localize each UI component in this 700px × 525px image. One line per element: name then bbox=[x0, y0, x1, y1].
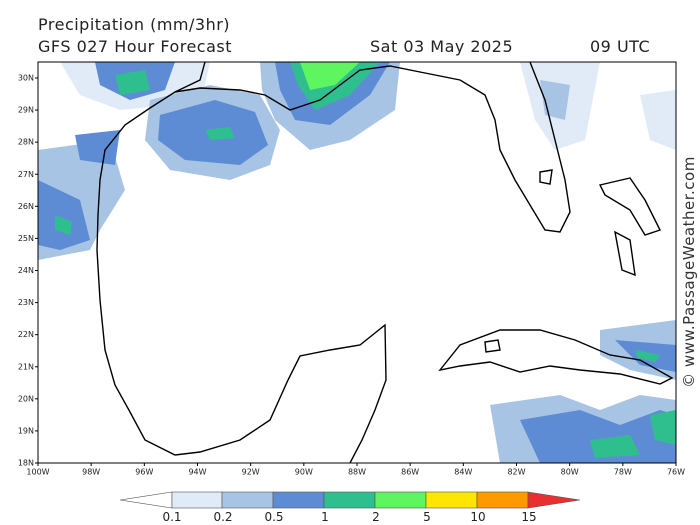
lon-label: 80W bbox=[561, 468, 579, 477]
lon-label: 76W bbox=[667, 468, 685, 477]
legend-label: 0.2 bbox=[213, 510, 232, 524]
map bbox=[38, 62, 676, 463]
legend-label: 1 bbox=[321, 510, 329, 524]
lat-label: 22N bbox=[18, 330, 34, 339]
lat-label: 20N bbox=[18, 394, 34, 403]
lon-label: 84W bbox=[454, 468, 472, 477]
lon-label: 92W bbox=[242, 468, 260, 477]
lat-label: 23N bbox=[18, 298, 34, 307]
coastlines bbox=[96, 62, 674, 463]
lon-label: 98W bbox=[82, 468, 100, 477]
legend-labels: 0.1 0.2 0.5 1 2 5 10 15 bbox=[162, 510, 536, 524]
forecast: GFS 027 Hour Forecast bbox=[38, 37, 232, 56]
date: Sat 03 May 2025 bbox=[370, 37, 513, 56]
time: 09 UTC bbox=[590, 37, 650, 56]
legend-label: 10 bbox=[470, 510, 485, 524]
lon-label: 100W bbox=[26, 468, 49, 477]
lat-label: 27N bbox=[18, 170, 34, 179]
lon-label: 90W bbox=[295, 468, 313, 477]
lat-label: 28N bbox=[18, 138, 34, 147]
precipitation bbox=[38, 62, 676, 463]
lat-label: 19N bbox=[18, 426, 34, 435]
title: Precipitation (mm/3hr) bbox=[38, 15, 230, 34]
lon-label: 78W bbox=[614, 468, 632, 477]
lat-label: 29N bbox=[18, 106, 34, 115]
lat-label: 26N bbox=[18, 202, 34, 211]
lon-label: 86W bbox=[401, 468, 419, 477]
lat-label: 21N bbox=[18, 362, 34, 371]
lon-label: 88W bbox=[348, 468, 366, 477]
color-bar bbox=[119, 491, 581, 509]
lon-label: 82W bbox=[507, 468, 525, 477]
lat-label: 30N bbox=[18, 74, 34, 83]
credit: © www.PassageWeather.com bbox=[680, 156, 698, 388]
lon-label: 96W bbox=[135, 468, 153, 477]
lat-label: 24N bbox=[18, 266, 34, 275]
legend-label: 0.5 bbox=[264, 510, 283, 524]
legend-label: 0.1 bbox=[162, 510, 181, 524]
lat-label: 18N bbox=[18, 459, 34, 468]
legend-label: 5 bbox=[423, 510, 431, 524]
lat-label: 25N bbox=[18, 234, 34, 243]
axes: 30N 29N 28N 27N 26N 25N 24N 23N 22N 21N 20N 19N 18N1… bbox=[18, 74, 685, 477]
legend-label: 15 bbox=[521, 510, 536, 524]
lon-label: 94W bbox=[188, 468, 206, 477]
legend-label: 2 bbox=[372, 510, 380, 524]
